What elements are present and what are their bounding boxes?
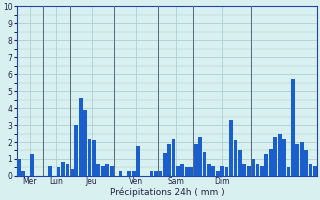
Bar: [291, 79, 295, 176]
Bar: [57, 167, 60, 176]
Bar: [256, 164, 260, 176]
Bar: [48, 166, 52, 176]
Bar: [74, 125, 78, 176]
Bar: [251, 159, 255, 176]
Bar: [61, 162, 65, 176]
Bar: [97, 164, 100, 176]
Bar: [105, 164, 109, 176]
Bar: [313, 166, 317, 176]
Bar: [278, 134, 282, 176]
Bar: [66, 164, 69, 176]
Bar: [110, 166, 114, 176]
Bar: [167, 144, 171, 176]
Bar: [101, 166, 105, 176]
Bar: [282, 139, 286, 176]
Bar: [304, 150, 308, 176]
Bar: [242, 164, 246, 176]
Bar: [225, 167, 228, 176]
Bar: [88, 139, 92, 176]
Bar: [198, 137, 202, 176]
Bar: [287, 167, 290, 176]
Bar: [260, 166, 264, 176]
Bar: [83, 110, 87, 176]
Bar: [70, 169, 74, 176]
Bar: [207, 164, 211, 176]
Bar: [149, 171, 153, 176]
Bar: [136, 146, 140, 176]
Bar: [212, 166, 215, 176]
Bar: [203, 152, 206, 176]
Bar: [194, 144, 197, 176]
Bar: [180, 164, 184, 176]
Bar: [238, 150, 242, 176]
Bar: [158, 171, 162, 176]
Bar: [21, 171, 25, 176]
Bar: [185, 167, 189, 176]
Bar: [132, 171, 136, 176]
Bar: [163, 153, 167, 176]
Bar: [30, 154, 34, 176]
Bar: [300, 142, 304, 176]
Bar: [79, 98, 83, 176]
Bar: [216, 171, 220, 176]
Bar: [220, 166, 224, 176]
Bar: [229, 120, 233, 176]
Bar: [119, 171, 122, 176]
Bar: [234, 140, 237, 176]
Bar: [92, 140, 96, 176]
Bar: [127, 171, 131, 176]
Bar: [247, 166, 251, 176]
Bar: [295, 144, 299, 176]
Bar: [176, 166, 180, 176]
Bar: [269, 149, 273, 176]
Bar: [309, 164, 312, 176]
Bar: [265, 154, 268, 176]
Bar: [189, 167, 193, 176]
X-axis label: Précipitations 24h ( mm ): Précipitations 24h ( mm ): [109, 188, 224, 197]
Bar: [273, 137, 277, 176]
Bar: [17, 159, 21, 176]
Bar: [172, 139, 175, 176]
Bar: [154, 171, 158, 176]
